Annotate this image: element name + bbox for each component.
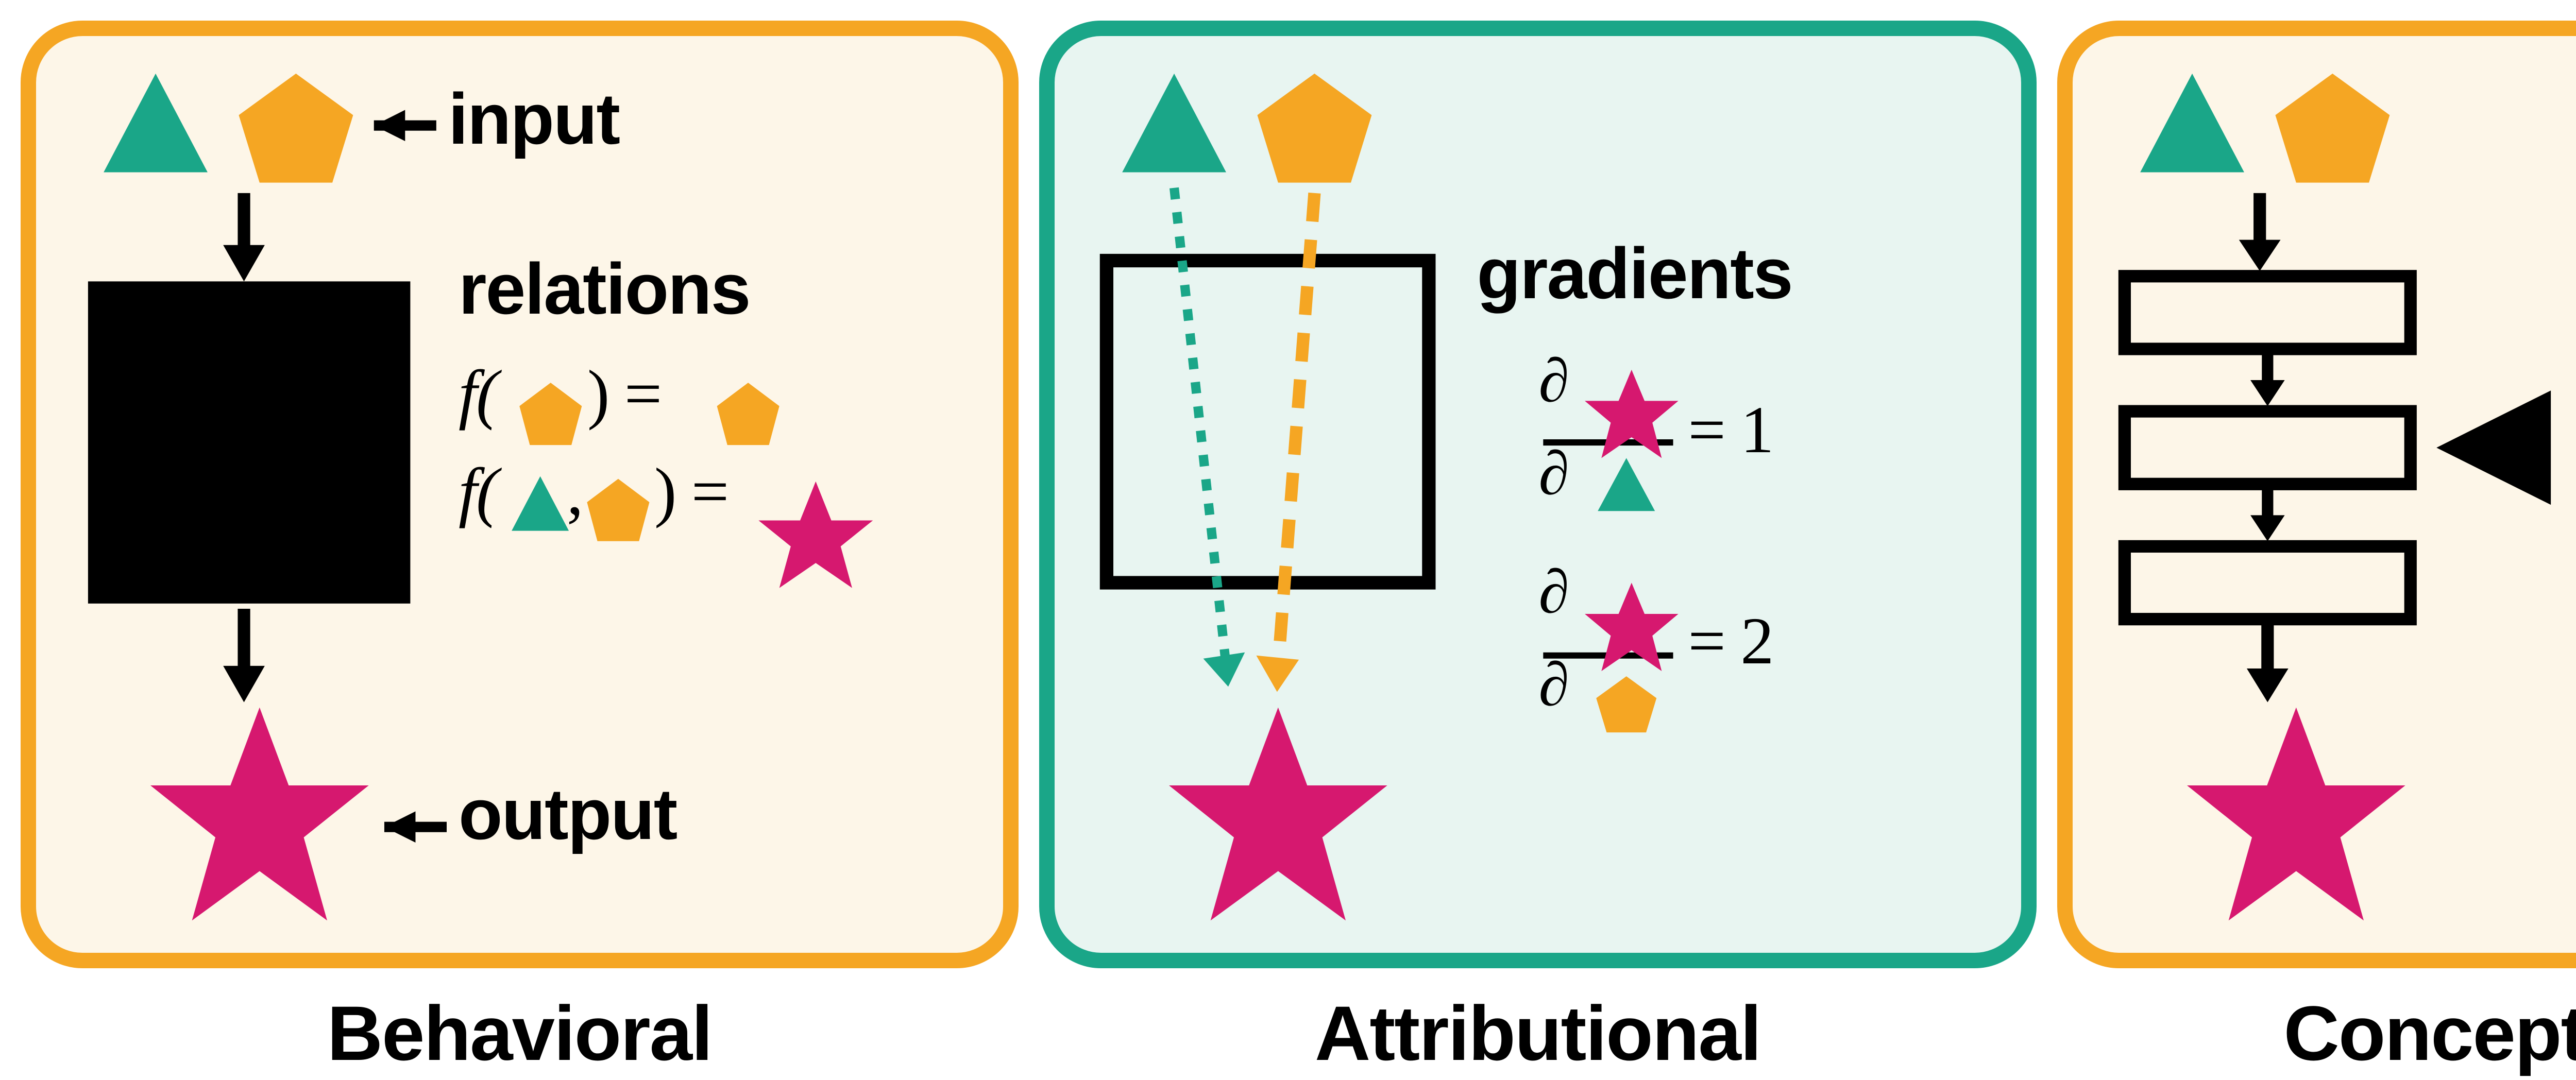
triangle-icon [104, 74, 208, 173]
layer-rect-icon [2125, 276, 2411, 349]
gradients-label: gradients [1477, 232, 1792, 315]
hollow-box-icon [1106, 261, 1429, 583]
label-attributional: Attributional [1039, 989, 2037, 1078]
input-label: input [448, 77, 619, 161]
eq2-comma: , [567, 453, 583, 530]
panel-concept: probes [2057, 21, 2576, 968]
eq2-f: f( [459, 453, 497, 530]
eq2-eq: ) = [654, 453, 728, 530]
triangle-icon [2140, 74, 2244, 173]
layer-rect-icon [2125, 412, 2411, 484]
partial-2d: ∂ [1539, 649, 1568, 720]
partial-1d: ∂ [1539, 438, 1568, 509]
pentagon-icon [2275, 74, 2389, 183]
partial-1n: ∂ [1539, 345, 1568, 416]
star-icon [2187, 708, 2405, 921]
black-box-icon [88, 281, 411, 604]
concept-svg [2073, 36, 2576, 953]
panel-attributional: gradients ∂ ∂ = 1 ∂ ∂ = 2 [1039, 21, 2037, 968]
eq1-f: f( [459, 355, 497, 433]
layer-rect-icon [2125, 546, 2411, 619]
triangle-icon [1122, 74, 1226, 173]
star-icon [1168, 708, 1387, 921]
eq1-eq: ) = [587, 355, 661, 433]
probe-icon [2436, 390, 2551, 505]
label-behavioral: Behavioral [21, 989, 1019, 1078]
attributional-svg [1055, 36, 2022, 953]
star-icon [150, 708, 369, 921]
output-label: output [459, 773, 676, 856]
grad-eq2: = 2 [1688, 603, 1773, 680]
pentagon-icon [1257, 74, 1371, 183]
partial-2n: ∂ [1539, 556, 1568, 627]
panel-behavioral: input relations output f( ) = f( , ) = [21, 21, 1019, 968]
label-concept: Concept-based [2057, 989, 2576, 1078]
relations-label: relations [459, 247, 750, 331]
pentagon-icon [239, 74, 353, 183]
grad-eq1: = 1 [1688, 391, 1773, 469]
